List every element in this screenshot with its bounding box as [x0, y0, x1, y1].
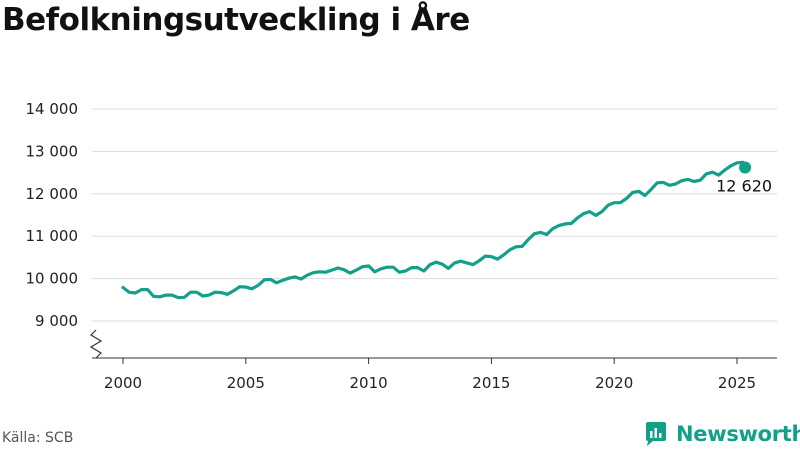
x-tick-label: 2020	[595, 374, 633, 392]
y-tick-label: 14 000	[26, 100, 79, 118]
x-tick-label: 2005	[227, 374, 265, 392]
x-tick-label: 2000	[104, 374, 142, 392]
y-tick-label: 10 000	[26, 270, 79, 288]
y-tick-label: 13 000	[26, 142, 79, 160]
x-tick-label: 2025	[718, 374, 756, 392]
axis-break-icon	[89, 329, 103, 359]
chart-title: Befolkningsutveckling i Åre	[2, 2, 470, 38]
population-line	[121, 160, 747, 300]
end-point-marker	[739, 161, 752, 174]
gridlines	[92, 108, 777, 322]
y-tick-label: 12 000	[26, 185, 79, 203]
x-tick-label: 2015	[472, 374, 510, 392]
labels: 9 000 10 000 11 000 12 000 13 000 14 000 2000 2…	[26, 100, 773, 392]
x-tick-label: 2010	[350, 374, 388, 392]
brand-logo[interactable]: Newsworthy	[644, 419, 800, 449]
end-value-label: 12 620	[716, 177, 772, 196]
series-layer	[121, 160, 752, 300]
y-tick-label: 9 000	[35, 312, 78, 330]
axes	[89, 329, 777, 364]
brand-name: Newsworthy	[676, 422, 800, 446]
source-note: Källa: SCB	[2, 430, 74, 446]
newsworthy-logo-icon	[646, 422, 666, 446]
y-tick-label: 11 000	[26, 227, 79, 245]
